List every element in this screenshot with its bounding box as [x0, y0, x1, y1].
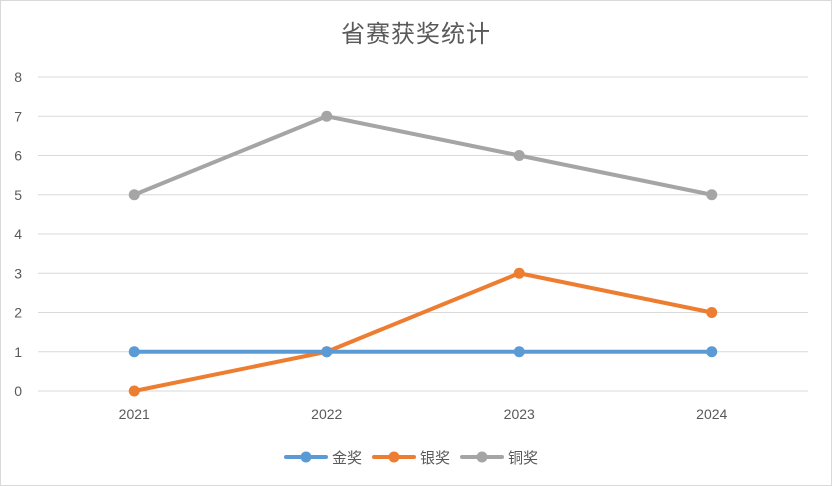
series-1 — [128, 267, 718, 397]
legend-item: 金奖 — [284, 449, 362, 467]
y-tick-label: 5 — [14, 187, 22, 203]
legend-swatch-marker — [388, 451, 400, 463]
x-tick-label: 2023 — [504, 406, 535, 422]
y-axis-ticks: 0 1 2 3 4 5 6 7 8 — [14, 69, 22, 399]
data-point — [128, 346, 140, 358]
data-point — [128, 385, 140, 397]
legend-label: 铜奖 — [508, 449, 538, 467]
series-line — [132, 114, 714, 197]
x-tick-label: 2024 — [696, 406, 727, 422]
series-2 — [128, 110, 718, 201]
legend-swatch-marker — [300, 451, 312, 463]
data-point — [706, 346, 718, 358]
data-point — [513, 267, 525, 279]
y-tick-label: 8 — [14, 69, 22, 85]
data-point — [128, 189, 140, 201]
x-tick-label: 2021 — [119, 406, 150, 422]
y-tick-label: 3 — [14, 265, 22, 281]
data-point — [321, 110, 333, 122]
legend-label: 金奖 — [332, 449, 362, 467]
legend-item: 银奖 — [372, 449, 450, 467]
legend-swatch-marker — [476, 451, 488, 463]
series-0 — [128, 346, 718, 358]
data-point — [706, 307, 718, 318]
series-line — [132, 271, 714, 393]
data-point — [706, 189, 718, 201]
series-group — [128, 110, 718, 397]
legend-item: 铜奖 — [460, 449, 538, 467]
data-point — [513, 346, 525, 358]
gridlines — [38, 76, 808, 392]
chart-title: 省赛获奖统计 — [341, 20, 491, 48]
y-tick-label: 2 — [14, 305, 22, 321]
y-tick-label: 7 — [14, 108, 22, 124]
y-tick-label: 1 — [14, 344, 22, 360]
y-tick-label: 6 — [14, 148, 22, 164]
y-tick-label: 0 — [14, 383, 22, 399]
legend-label: 银奖 — [420, 449, 450, 467]
data-point — [513, 150, 525, 161]
data-point — [321, 346, 333, 358]
legend: 金奖 银奖 铜奖 — [284, 449, 538, 467]
x-axis-ticks: 2021 2022 2023 2024 — [119, 406, 728, 422]
y-tick-label: 4 — [14, 226, 22, 242]
x-tick-label: 2022 — [311, 406, 342, 422]
